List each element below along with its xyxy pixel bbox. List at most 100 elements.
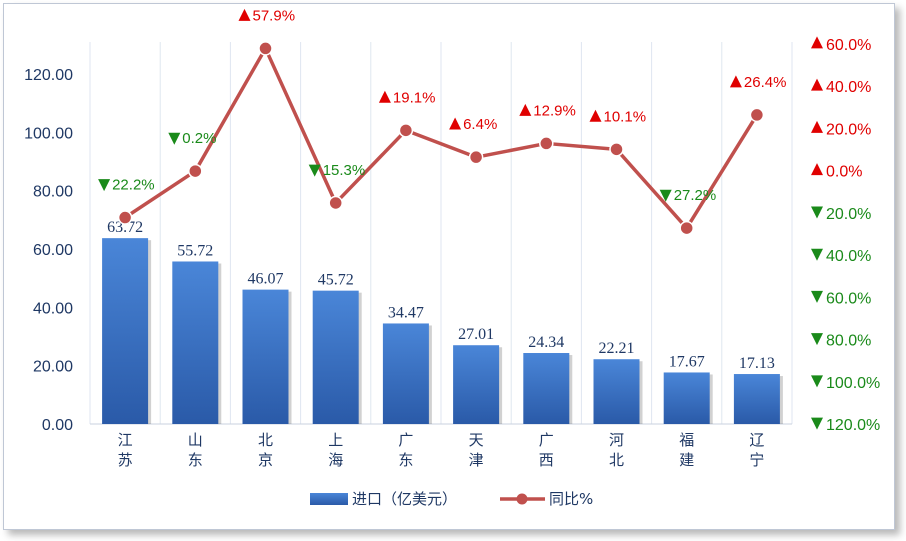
line-point [258,41,273,56]
line-point [609,142,624,157]
category-label: 山 [188,431,203,449]
legend-line-marker [516,493,528,505]
up-triangle-icon [811,120,823,133]
left-tick-label: 20.00 [33,359,73,376]
bar [172,261,219,424]
category-label: 江 [118,431,133,449]
line-point [749,107,765,123]
bar-value-label: 46.07 [248,271,284,288]
legend: 进口（亿美元） 同比% [310,490,593,508]
bar-value-label: 63.72 [107,219,143,236]
left-tick-label: 80.00 [33,184,73,201]
bar-value-label: 17.67 [669,353,705,370]
right-tick-label: 120.0% [826,417,880,434]
line-point [188,163,203,179]
up-triangle-icon [811,78,823,91]
bar-value-label: 22.21 [599,340,635,357]
up-triangle-icon [238,8,251,21]
down-triangle-icon [168,132,181,145]
bar-value-label: 17.13 [739,355,775,372]
down-triangle-icon [98,179,111,192]
up-triangle-icon [811,36,823,49]
up-triangle-icon [449,117,462,130]
right-axis-ticks: 60.0% 40.0% 20.0% 0.0% 20.0% 40.0% 60.0% 80.0% 1… [811,36,880,434]
percent-label: 15.3% [323,162,366,179]
category-label: 辽 [749,431,764,449]
bar-value-label: 55.72 [177,242,213,259]
right-tick-label: 0.0% [826,164,862,181]
percent-labels: 22.2% 0.2% 57.9% 15.3% 19.1% 6.4% 12.9% 10.1% 27… [98,7,786,204]
category-label: 天 [469,431,484,449]
left-tick-label: 0.00 [42,417,73,434]
category-label: 上 [328,431,343,449]
line-point [398,123,414,138]
down-triangle-icon [811,290,823,303]
line-point [117,210,133,225]
bar [242,289,289,424]
category-label: 北 [258,431,273,449]
left-axis-ticks: 0.00 20.00 40.00 60.00 80.00 100.00 120.00 [24,67,73,434]
percent-label: 0.2% [182,130,216,147]
down-triangle-icon [308,164,321,177]
line-point [468,149,484,165]
percent-label: 26.4% [744,74,787,91]
bar-series [102,238,783,424]
bar [312,290,359,424]
up-triangle-icon [589,109,602,122]
bar [593,359,640,424]
line-point [328,195,343,211]
right-tick-label: 60.0% [826,290,871,307]
percent-label: 19.1% [393,89,436,106]
category-label: 福 [679,431,694,449]
up-triangle-icon [729,75,742,88]
bar-value-label: 34.47 [388,304,424,321]
percent-label: 27.2% [674,187,717,204]
up-triangle-icon [519,103,532,116]
vertical-gridlines [89,42,793,425]
bar [663,372,710,424]
bar-value-label: 45.72 [318,272,354,289]
right-tick-label: 40.0% [826,248,871,265]
down-triangle-icon [811,375,823,388]
right-tick-label: 20.0% [826,206,871,223]
category-label: 广 [398,431,413,449]
category-label: 建 [679,451,694,469]
legend-bar-swatch [310,493,348,505]
legend-label-import: 进口（亿美元） [352,490,457,508]
up-triangle-icon [811,163,823,176]
left-tick-label: 40.00 [33,300,73,317]
bar [453,345,500,424]
line-series [117,41,765,236]
right-tick-label: 40.0% [826,79,871,96]
percent-label: 10.1% [604,108,647,125]
category-label: 北 [609,451,624,469]
percent-label: 6.4% [463,116,497,133]
down-triangle-icon [659,189,672,202]
category-label: 东 [188,451,203,469]
down-triangle-icon [811,206,823,219]
category-label: 东 [398,451,413,469]
chart-frame [3,3,895,530]
bar-value-labels: 63.72 55.72 46.07 45.72 34.47 27.01 24.34 22.21… [107,219,775,372]
left-tick-label: 60.00 [33,242,73,259]
percent-label: 22.2% [112,177,155,194]
bar [382,323,429,424]
down-triangle-icon [811,333,823,346]
category-label: 宁 [749,451,764,469]
percent-label: 12.9% [533,102,576,119]
bar-value-label: 27.01 [458,326,494,343]
bar [733,374,780,424]
legend-label-yoy: 同比% [549,490,593,508]
line-path [124,46,759,230]
up-triangle-icon [378,90,391,103]
right-tick-label: 20.0% [826,121,871,138]
down-triangle-icon [811,417,823,430]
category-label: 海 [328,451,343,469]
right-tick-label: 80.0% [826,333,871,350]
left-tick-label: 100.00 [24,125,73,142]
left-tick-label: 120.00 [24,67,73,84]
bar [523,353,570,424]
category-label: 苏 [118,451,133,469]
